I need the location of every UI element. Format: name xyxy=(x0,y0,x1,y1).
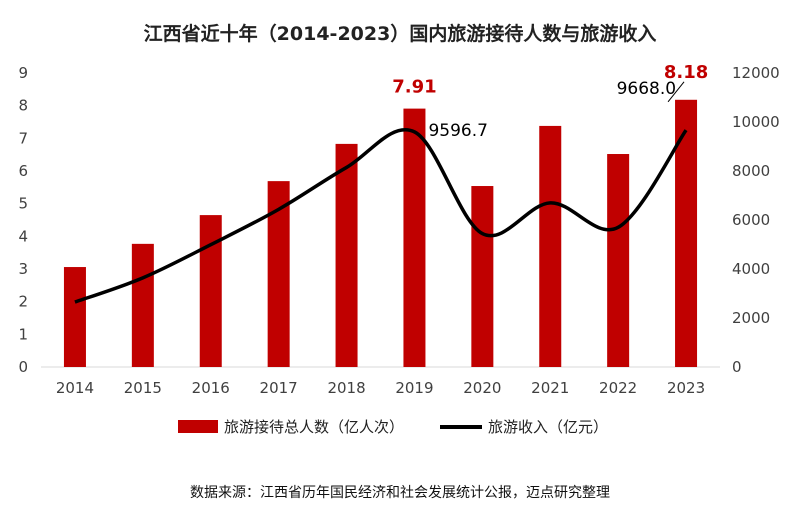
bar xyxy=(539,125,562,367)
right-axis-tick: 4000 xyxy=(732,260,770,278)
line-data-label: 9668.0 xyxy=(617,79,676,99)
left-axis-tick: 2 xyxy=(18,293,28,311)
revenue-line xyxy=(74,128,688,304)
left-axis-tick: 8 xyxy=(18,97,28,115)
legend-bar-label: 旅游接待总人数（亿人次） xyxy=(224,418,404,436)
source-note: 数据来源：江西省历年国民经济和社会发展统计公报，迈点研究整理 xyxy=(190,485,610,501)
left-axis-tick: 9 xyxy=(18,64,28,82)
bar xyxy=(607,154,630,367)
bar xyxy=(267,181,290,367)
x-axis-tick: 2017 xyxy=(260,379,298,397)
x-axis-tick: 2018 xyxy=(327,379,365,397)
chart-title: 江西省近十年（2014-2023）国内旅游接待人数与旅游收入 xyxy=(144,22,657,45)
left-axis-tick: 4 xyxy=(18,227,28,245)
bar xyxy=(403,108,426,368)
left-axis-tick: 7 xyxy=(18,129,28,147)
left-axis-tick: 0 xyxy=(18,358,28,376)
x-axis-tick: 2019 xyxy=(395,379,433,397)
bar xyxy=(63,267,86,367)
x-axis-tick: 2023 xyxy=(667,379,705,397)
right-axis-tick: 0 xyxy=(732,358,742,376)
left-axis-tick: 1 xyxy=(18,325,28,343)
right-axis-tick: 10000 xyxy=(732,113,780,131)
legend: 旅游接待总人数（亿人次） 旅游收入（亿元） xyxy=(178,418,608,436)
right-axis-tick: 8000 xyxy=(732,162,770,180)
label-leader-line xyxy=(667,81,685,103)
right-axis-tick: 6000 xyxy=(732,211,770,229)
bar xyxy=(675,99,698,367)
legend-line-label: 旅游收入（亿元） xyxy=(488,418,608,436)
bar-data-label: 7.91 xyxy=(392,77,436,98)
legend-bar-swatch xyxy=(178,420,218,433)
bar xyxy=(471,186,494,367)
x-axis-tick: 2015 xyxy=(124,379,162,397)
x-axis-tick: 2020 xyxy=(463,379,501,397)
bar xyxy=(335,143,358,367)
x-axis-tick: 2014 xyxy=(56,379,94,397)
bar xyxy=(131,243,154,367)
bar xyxy=(199,215,222,367)
right-axis-tick: 12000 xyxy=(732,64,780,82)
x-axis-tick: 2022 xyxy=(599,379,637,397)
x-axis-tick: 2016 xyxy=(192,379,230,397)
bar-data-label: 8.18 xyxy=(664,62,708,83)
left-axis-tick: 3 xyxy=(18,260,28,278)
right-axis-tick: 2000 xyxy=(732,309,770,327)
line-data-label: 9596.7 xyxy=(428,121,487,141)
x-axis-tick: 2021 xyxy=(531,379,569,397)
left-axis-tick: 5 xyxy=(18,195,28,213)
left-axis-tick: 6 xyxy=(18,162,28,180)
